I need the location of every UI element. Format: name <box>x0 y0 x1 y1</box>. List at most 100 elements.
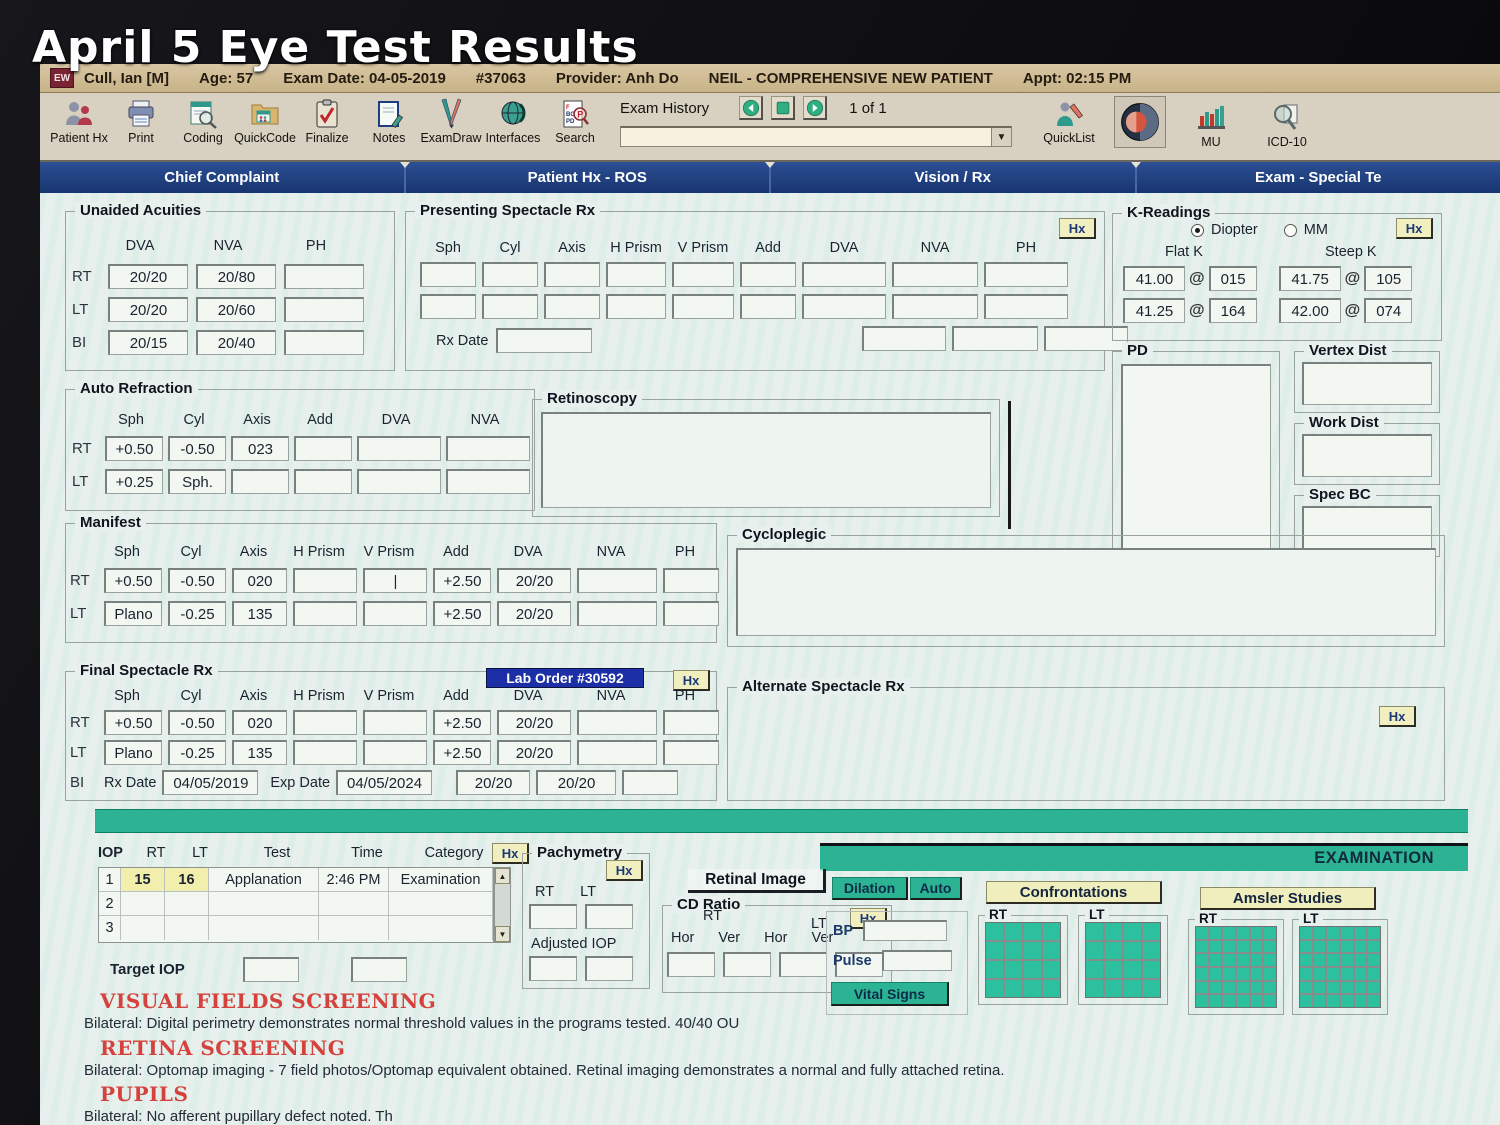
final-rx-hx-button[interactable]: Hx <box>673 670 710 691</box>
final-lt-nva[interactable] <box>577 740 657 765</box>
iop-lt-value[interactable]: 16 <box>165 868 209 891</box>
confrontation-rt-grid[interactable] <box>985 922 1061 998</box>
iop-rt-value[interactable]: 15 <box>121 868 165 891</box>
manifest-rt-sph[interactable]: +0.50 <box>104 568 162 593</box>
iop-time-value[interactable]: 2:46 PM <box>319 868 389 891</box>
adjusted-iop-rt-field[interactable] <box>529 956 577 981</box>
autorefraction-lt-sph[interactable]: +0.25 <box>105 469 163 494</box>
autorefraction-rt-nva[interactable] <box>446 436 530 461</box>
alternate-rx-hx-button[interactable]: Hx <box>1379 706 1416 727</box>
autorefraction-lt-nva[interactable] <box>446 469 530 494</box>
final-lt-hprism[interactable] <box>293 740 357 765</box>
steep-k2-value[interactable]: 42.00 <box>1278 298 1341 323</box>
manifest-lt-add[interactable]: +2.50 <box>433 601 491 626</box>
final-bi-ph[interactable] <box>622 770 679 795</box>
final-lt-axis[interactable]: 135 <box>232 740 287 765</box>
quicklist-button[interactable]: QuickList <box>1038 96 1100 145</box>
amsler-studies-button[interactable]: Amsler Studies <box>1200 887 1376 910</box>
vital-signs-button[interactable]: Vital Signs <box>831 982 949 1006</box>
manifest-rt-ph[interactable] <box>663 568 719 593</box>
coding-button[interactable]: Coding <box>172 96 234 145</box>
autorefraction-lt-axis[interactable] <box>231 469 289 494</box>
presenting-lt-cyl[interactable] <box>482 294 538 319</box>
iop-table[interactable]: 1 15 16 Applanation 2:46 PM Examination … <box>98 867 494 943</box>
presenting-rt-ph[interactable] <box>984 262 1068 287</box>
iop-category-value[interactable]: Examination <box>389 868 493 891</box>
search-button[interactable]: F BC PD P Search <box>544 96 606 145</box>
final-rx-date-field[interactable]: 04/05/2019 <box>162 770 259 795</box>
final-rt-add[interactable]: +2.50 <box>433 710 491 735</box>
presenting-lt-hprism[interactable] <box>606 294 666 319</box>
final-rt-ph[interactable] <box>663 710 719 735</box>
presenting-lt-vprism[interactable] <box>672 294 734 319</box>
target-iop-rt-field[interactable] <box>242 957 299 982</box>
flat-k1-value[interactable]: 41.00 <box>1123 266 1185 291</box>
print-button[interactable]: Print <box>110 96 172 145</box>
presenting-lt-dva[interactable] <box>802 294 886 319</box>
manifest-rt-add[interactable]: +2.50 <box>433 568 491 593</box>
unaided-lt-dva[interactable]: 20/20 <box>108 297 188 322</box>
finalize-button[interactable]: Finalize <box>296 96 358 145</box>
pulse-field[interactable] <box>881 950 952 971</box>
presenting-rt-dva[interactable] <box>802 262 886 287</box>
final-rt-axis[interactable]: 020 <box>232 710 287 735</box>
final-lt-ph[interactable] <box>663 740 719 765</box>
amsler-rt-grid[interactable] <box>1195 926 1277 1008</box>
presenting-rt-axis[interactable] <box>544 262 600 287</box>
auto-button[interactable]: Auto <box>910 877 962 900</box>
quickcode-button[interactable]: QuickCode <box>234 96 296 145</box>
flat-k2-value[interactable]: 41.25 <box>1123 298 1185 323</box>
manifest-lt-hprism[interactable] <box>293 601 357 626</box>
icd10-button[interactable]: ICD-10 <box>1256 100 1318 149</box>
autorefraction-rt-cyl[interactable]: -0.50 <box>168 436 226 461</box>
cd-rt-ver-field[interactable] <box>723 952 771 977</box>
autorefraction-lt-dva[interactable] <box>357 469 441 494</box>
flat-k2-axis[interactable]: 164 <box>1208 298 1257 323</box>
final-lt-vprism[interactable] <box>363 740 427 765</box>
work-dist-field[interactable] <box>1302 434 1432 477</box>
presenting-rt-vprism[interactable] <box>672 262 734 287</box>
confrontations-button[interactable]: Confrontations <box>986 881 1162 904</box>
presenting-lt-ph[interactable] <box>984 294 1068 319</box>
final-lt-dva[interactable]: 20/20 <box>497 740 571 765</box>
retinal-image-button[interactable]: Retinal Image <box>688 869 826 893</box>
patient-hx-button[interactable]: Patient Hx <box>48 96 110 145</box>
autorefraction-rt-sph[interactable]: +0.50 <box>105 436 163 461</box>
presenting-rt-sph[interactable] <box>420 262 476 287</box>
scroll-down-icon[interactable]: ▼ <box>495 926 510 942</box>
flat-k1-axis[interactable]: 015 <box>1208 266 1257 291</box>
autorefraction-lt-cyl[interactable]: Sph. <box>168 469 226 494</box>
target-iop-lt-field[interactable] <box>350 957 407 982</box>
mu-button[interactable]: MU <box>1180 100 1242 149</box>
autorefraction-lt-add[interactable] <box>294 469 352 494</box>
manifest-lt-sph[interactable]: Plano <box>104 601 162 626</box>
tab-exam-special-testing[interactable]: Exam - Special Te <box>1136 162 1500 193</box>
interfaces-button[interactable]: Interfaces <box>482 96 544 145</box>
unaided-rt-nva[interactable]: 20/80 <box>196 264 276 289</box>
presenting-lt-axis[interactable] <box>544 294 600 319</box>
manifest-rt-cyl[interactable]: -0.50 <box>168 568 226 593</box>
manifest-rt-nva[interactable] <box>577 568 657 593</box>
unaided-bi-dva[interactable]: 20/15 <box>108 330 188 355</box>
scroll-up-icon[interactable]: ▲ <box>495 868 510 884</box>
presenting-lt-nva[interactable] <box>892 294 978 319</box>
manifest-rt-axis[interactable]: 020 <box>232 568 287 593</box>
autorefraction-rt-dva[interactable] <box>357 436 441 461</box>
dropdown-arrow-icon[interactable]: ▼ <box>991 128 1011 146</box>
cd-rt-hor-field[interactable] <box>667 952 715 977</box>
cd-lt-ver-field[interactable] <box>835 952 883 977</box>
adjusted-iop-lt-field[interactable] <box>585 956 633 981</box>
final-rt-cyl[interactable]: -0.50 <box>168 710 226 735</box>
presenting-rt-hprism[interactable] <box>606 262 666 287</box>
pd-field[interactable] <box>1121 364 1271 550</box>
final-rt-sph[interactable]: +0.50 <box>104 710 162 735</box>
lab-order-button[interactable]: Lab Order #30592 <box>486 668 644 688</box>
presenting-rt-add[interactable] <box>740 262 796 287</box>
unaided-bi-nva[interactable]: 20/40 <box>196 330 276 355</box>
final-exp-date-field[interactable]: 04/05/2024 <box>336 770 433 795</box>
manifest-lt-vprism[interactable] <box>363 601 427 626</box>
presenting-bi-ph[interactable] <box>1044 326 1128 351</box>
exam-history-current-button[interactable] <box>771 96 796 120</box>
tab-patient-hx-ros[interactable]: Patient Hx - ROS <box>405 162 775 193</box>
autorefraction-rt-add[interactable] <box>294 436 352 461</box>
